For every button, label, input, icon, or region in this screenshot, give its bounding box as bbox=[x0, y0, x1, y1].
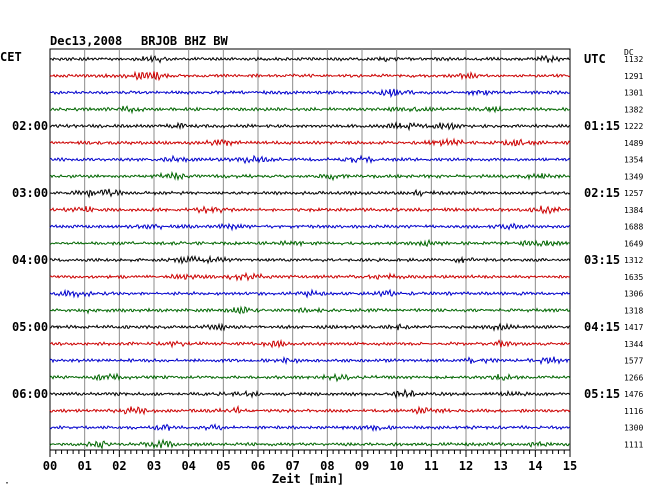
dc-value: 1306 bbox=[624, 290, 643, 299]
x-tick-label: 10 bbox=[389, 459, 403, 473]
x-tick-label: 02 bbox=[112, 459, 126, 473]
seismic-trace bbox=[49, 271, 571, 282]
cet-hour-label: 02:00 bbox=[12, 119, 48, 133]
dc-value: 1344 bbox=[624, 340, 643, 349]
seismic-trace bbox=[49, 137, 571, 148]
seismic-trace bbox=[49, 438, 571, 450]
seismic-trace bbox=[49, 120, 571, 132]
cet-hour-label: 04:00 bbox=[12, 253, 48, 267]
utc-zone-label: UTC bbox=[584, 52, 606, 66]
x-tick-label: 11 bbox=[424, 459, 438, 473]
dc-value: 1635 bbox=[624, 273, 643, 282]
x-tick-label: 09 bbox=[355, 459, 369, 473]
x-tick-label: 14 bbox=[528, 459, 542, 473]
dc-value: 1577 bbox=[624, 357, 643, 366]
header-date: Dec13,2008 bbox=[50, 34, 122, 48]
seismic-trace bbox=[49, 188, 571, 199]
dc-value: 1354 bbox=[624, 156, 643, 165]
cet-hour-label: 03:00 bbox=[12, 186, 48, 200]
plot-frame bbox=[49, 48, 571, 451]
x-tick-label: 13 bbox=[493, 459, 507, 473]
seismic-trace bbox=[49, 88, 571, 99]
x-tick-label: 12 bbox=[459, 459, 473, 473]
dc-value: 1312 bbox=[624, 256, 643, 265]
dc-value: 1417 bbox=[624, 323, 643, 332]
seismic-trace bbox=[49, 388, 571, 400]
dc-value: 1266 bbox=[624, 373, 643, 382]
trace-group bbox=[49, 54, 571, 450]
utc-hour-label: 03:15 bbox=[584, 253, 620, 267]
seismic-trace bbox=[49, 205, 571, 215]
dc-value: 1688 bbox=[624, 223, 643, 232]
x-axis: 00 01 02 03 04 05 06 07 08 09 10 11 12 13 14 15 bbox=[43, 450, 577, 473]
seismic-trace bbox=[49, 404, 571, 416]
x-tick-label: 00 bbox=[43, 459, 57, 473]
seismic-trace bbox=[49, 254, 571, 265]
x-axis-label: Zeit [min] bbox=[272, 472, 344, 486]
header-station: BRJOB BHZ BW bbox=[141, 34, 228, 48]
dc-value: 1291 bbox=[624, 72, 643, 81]
seismic-trace bbox=[49, 372, 571, 383]
seismic-trace bbox=[49, 154, 571, 165]
x-tick-label: 15 bbox=[563, 459, 577, 473]
seismic-trace bbox=[49, 222, 571, 232]
cet-hour-label: 06:00 bbox=[12, 387, 48, 401]
dc-value: 1132 bbox=[624, 55, 643, 64]
dc-value: 1300 bbox=[624, 424, 643, 433]
utc-hour-label: 02:15 bbox=[584, 186, 620, 200]
x-tick-label: 08 bbox=[320, 459, 334, 473]
row-labels: 1132 1291 1301 1382 1222 1489 1354 1349 1257 1384… bbox=[12, 52, 643, 449]
seismic-trace bbox=[49, 423, 571, 433]
x-tick-label: 03 bbox=[147, 459, 161, 473]
seismic-trace bbox=[49, 54, 571, 64]
dc-value: 1384 bbox=[624, 206, 643, 215]
seismic-trace bbox=[49, 356, 571, 366]
seismic-trace bbox=[49, 238, 571, 248]
dc-value: 1649 bbox=[624, 239, 643, 248]
utc-hour-label: 01:15 bbox=[584, 119, 620, 133]
seismic-trace bbox=[49, 70, 571, 82]
cet-hour-label: 05:00 bbox=[12, 320, 48, 334]
left-zone-label: CET bbox=[0, 50, 22, 64]
seismic-trace bbox=[49, 338, 571, 349]
dc-value: 1257 bbox=[624, 189, 643, 198]
dc-value: 1301 bbox=[624, 89, 643, 98]
dc-value: 1116 bbox=[624, 407, 643, 416]
seismic-trace bbox=[49, 170, 571, 182]
x-tick-label: 07 bbox=[285, 459, 299, 473]
x-tick-label: 04 bbox=[181, 459, 195, 473]
dc-value: 1476 bbox=[624, 390, 643, 399]
dc-value: 1382 bbox=[624, 105, 643, 114]
x-tick-label: 05 bbox=[216, 459, 230, 473]
dc-value: 1111 bbox=[624, 440, 643, 449]
x-tick-label: 06 bbox=[251, 459, 265, 473]
seismic-trace bbox=[49, 105, 571, 115]
dc-value: 1349 bbox=[624, 172, 643, 181]
utc-hour-label: 04:15 bbox=[584, 320, 620, 334]
dc-header: DC bbox=[624, 48, 634, 57]
footer-mark: · bbox=[4, 478, 10, 489]
seismic-trace bbox=[49, 305, 571, 315]
seismic-trace bbox=[49, 322, 571, 332]
seismic-trace bbox=[49, 288, 571, 299]
dc-value: 1489 bbox=[624, 139, 643, 148]
utc-hour-label: 05:15 bbox=[584, 387, 620, 401]
x-tick-label: 01 bbox=[77, 459, 91, 473]
dc-value: 1318 bbox=[624, 306, 643, 315]
dc-value: 1222 bbox=[624, 122, 643, 131]
